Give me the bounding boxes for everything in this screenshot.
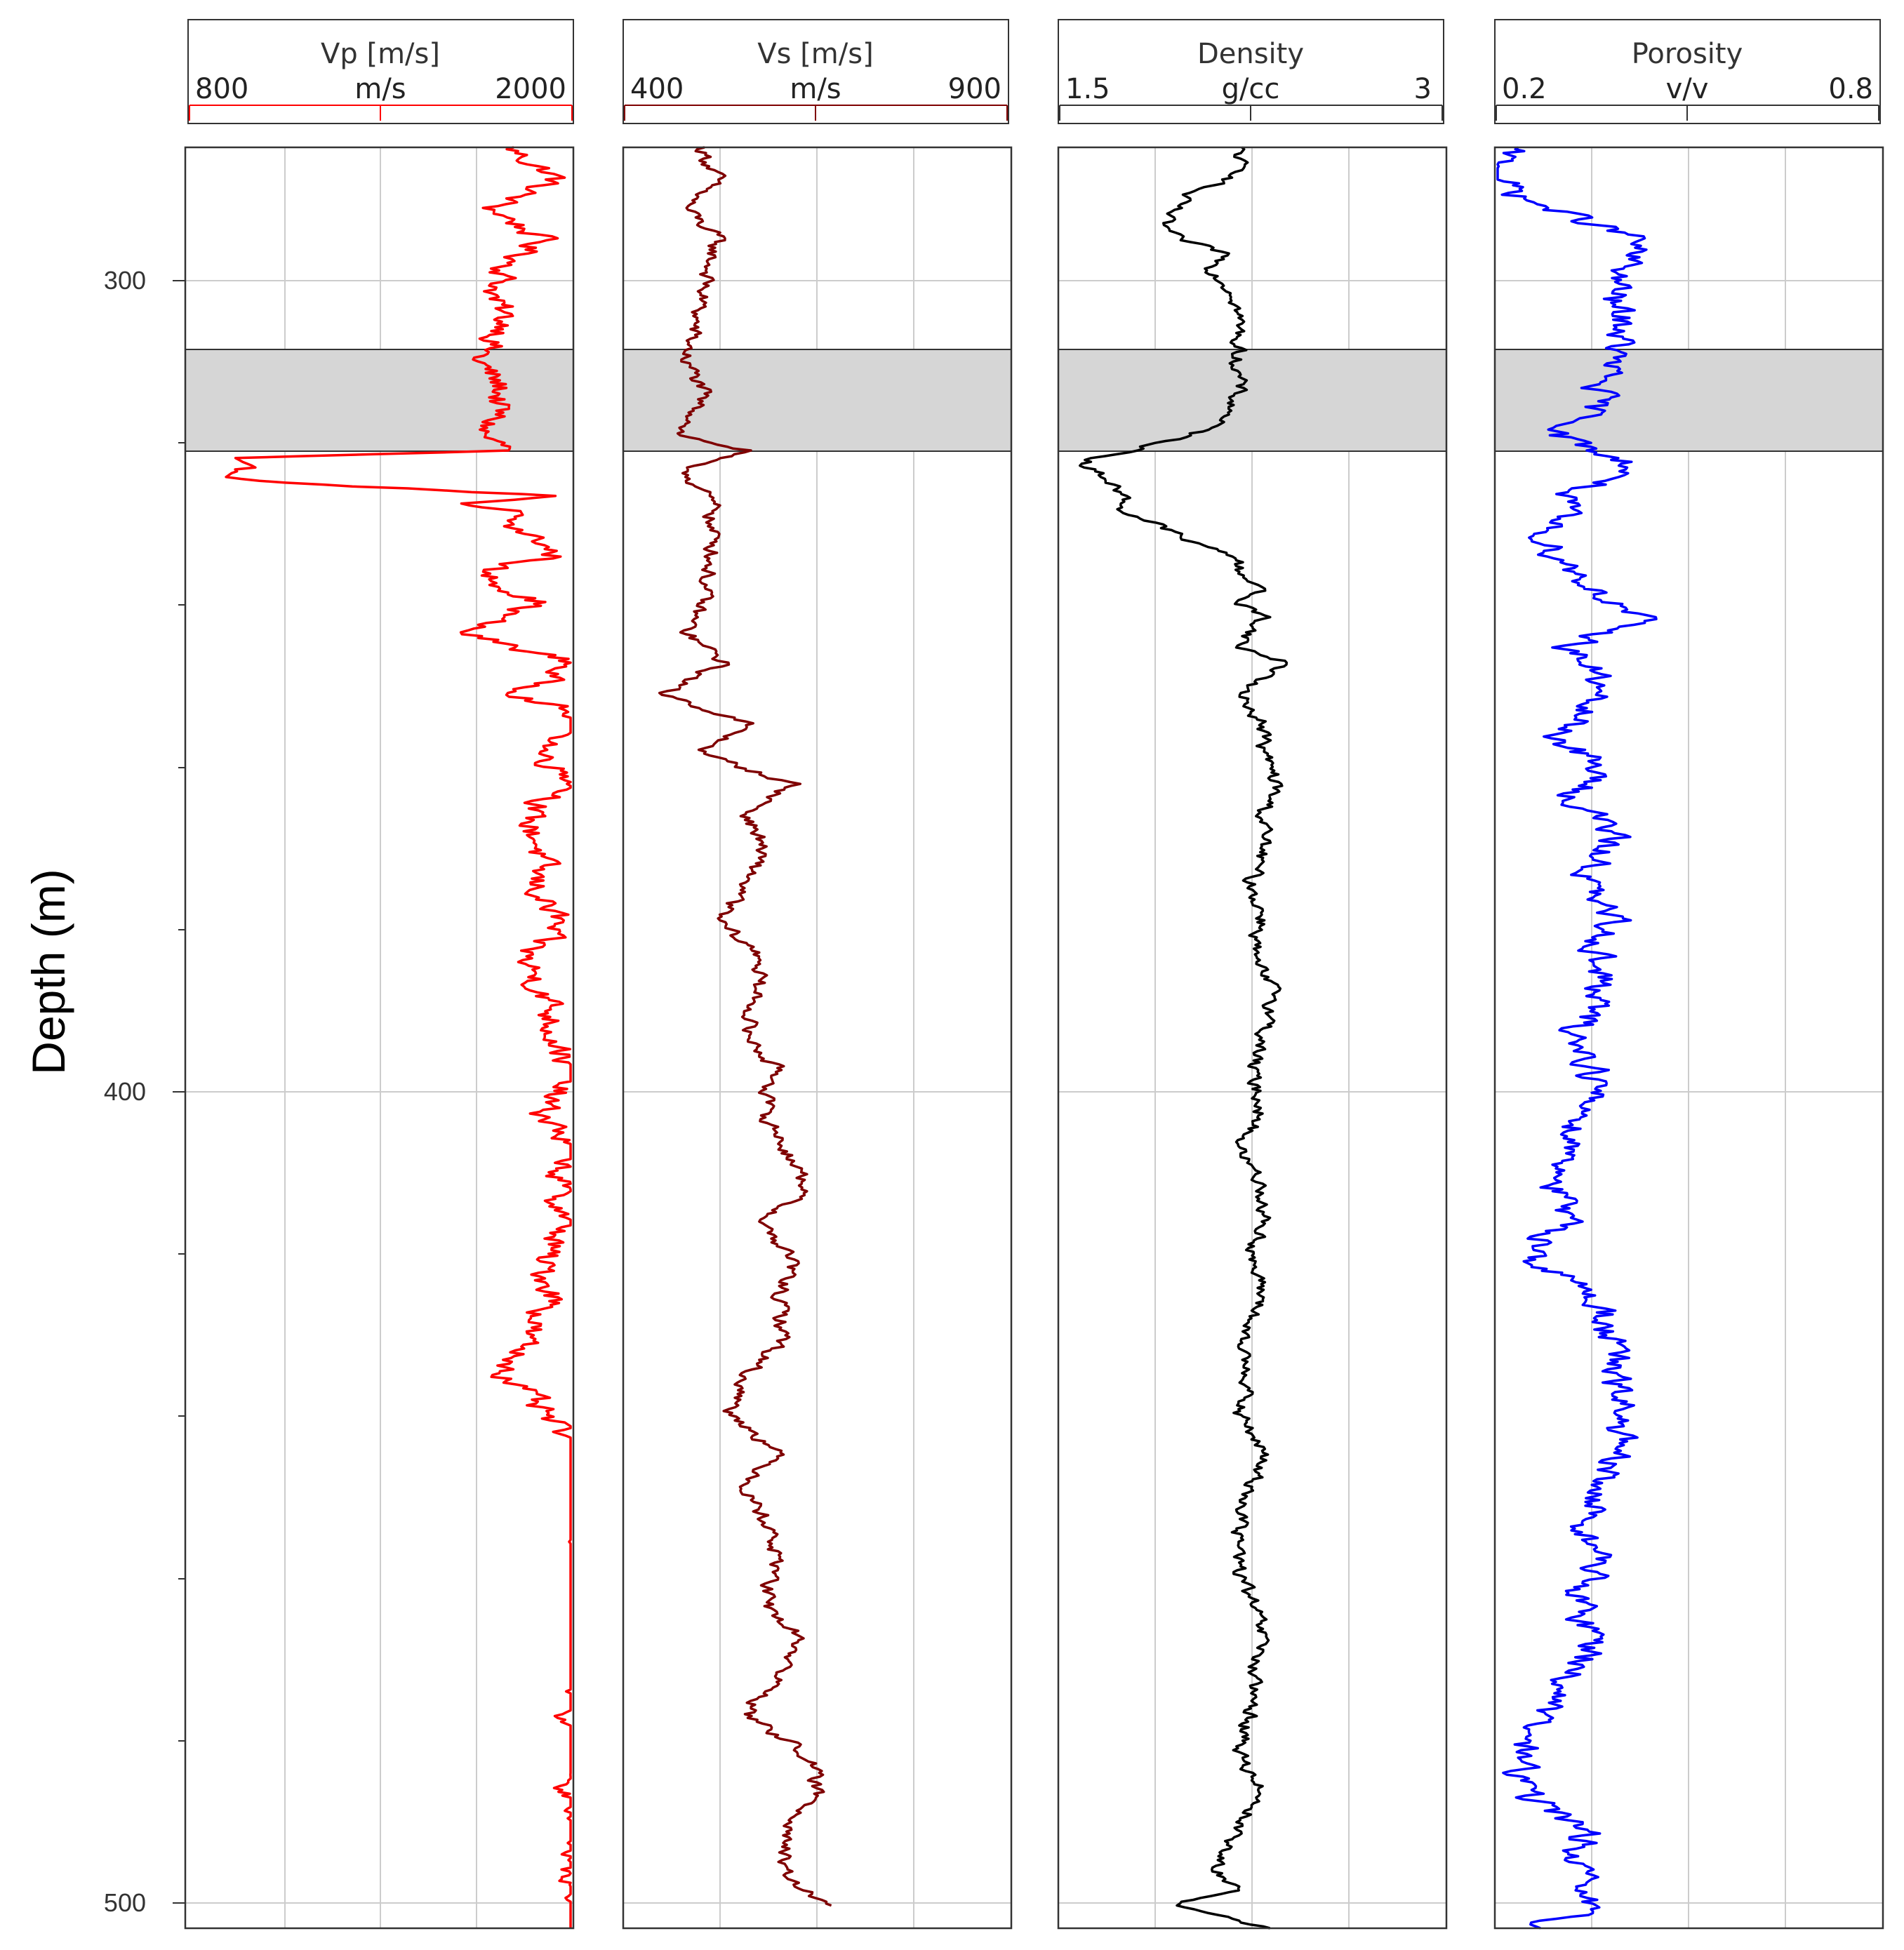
- track-border: [1057, 146, 1448, 1930]
- track-header-max: 900: [948, 73, 1001, 105]
- track-vs-plot: [622, 146, 1013, 1930]
- track-header-scale: [1059, 105, 1443, 121]
- track-vp-header: Vp [m/s] 800 m/s 2000: [187, 19, 574, 124]
- track-header-unit: m/s: [790, 73, 841, 105]
- track-header-max: 3: [1414, 73, 1432, 105]
- track-porosity: Porosity 0.2 v/v 0.8: [1493, 19, 1884, 1930]
- depth-tick-labels: 300 400 500: [104, 266, 146, 1917]
- track-header-max: 0.8: [1828, 73, 1873, 105]
- track-header-unit: m/s: [354, 73, 406, 105]
- track-header-min: 1.5: [1065, 73, 1110, 105]
- vs-curve: [658, 146, 832, 1907]
- depth-tick-label: 500: [104, 1888, 146, 1917]
- track-border: [1493, 146, 1884, 1930]
- track-porosity-plot: [1493, 146, 1884, 1930]
- track-header-title: Density: [1197, 38, 1304, 70]
- highlight-zone: [185, 349, 573, 451]
- track-vp: Vp [m/s] 800 m/s 2000: [173, 19, 575, 1930]
- depth-axis-label: Depth (m): [22, 869, 74, 1074]
- track-header-min: 800: [195, 73, 248, 105]
- track-header-max: 2000: [495, 73, 566, 105]
- track-porosity-header: Porosity 0.2 v/v 0.8: [1494, 19, 1881, 124]
- depth-tick-label: 400: [104, 1077, 146, 1106]
- track-density-header: Density 1.5 g/cc 3: [1058, 19, 1444, 124]
- track-header-scale: [1496, 105, 1879, 121]
- track-density: Density 1.5 g/cc 3: [1057, 19, 1448, 1930]
- track-header-min: 0.2: [1502, 73, 1547, 105]
- vp-curve: [225, 146, 572, 1928]
- track-vp-plot: [173, 146, 575, 1930]
- track-header-title: Porosity: [1632, 38, 1743, 70]
- track-vs: Vs [m/s] 400 m/s 900: [622, 19, 1013, 1930]
- track-header-unit: g/cc: [1222, 73, 1280, 105]
- track-header-unit: v/v: [1666, 73, 1709, 105]
- depth-axis-ticks: [173, 280, 185, 1904]
- depth-tick-label: 300: [104, 266, 146, 295]
- track-border: [184, 146, 575, 1930]
- highlight-zone: [1058, 349, 1446, 451]
- density-curve: [1079, 146, 1289, 1930]
- track-border: [622, 146, 1013, 1930]
- porosity-curve: [1496, 146, 1658, 1930]
- track-header-scale: [189, 105, 573, 121]
- track-header-scale: [624, 105, 1008, 121]
- track-vs-header: Vs [m/s] 400 m/s 900: [623, 19, 1009, 124]
- track-header-title: Vs [m/s]: [757, 38, 873, 70]
- track-header-min: 400: [630, 73, 684, 105]
- track-density-plot: [1057, 146, 1448, 1930]
- highlight-zone: [623, 349, 1011, 451]
- track-header-title: Vp [m/s]: [321, 38, 440, 70]
